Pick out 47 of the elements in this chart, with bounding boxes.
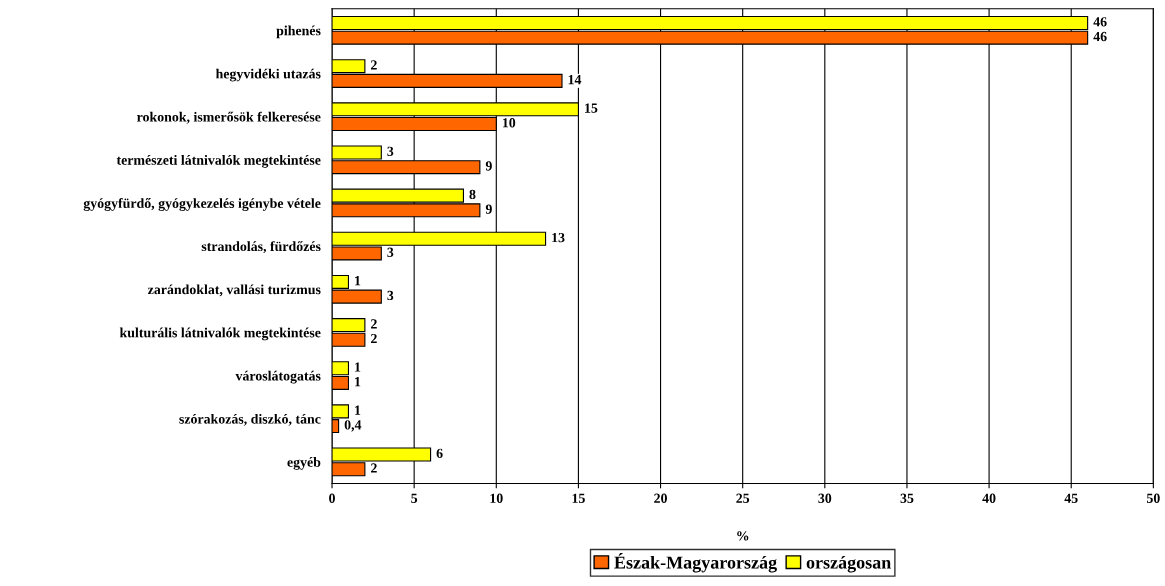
data-label: 1 [355,362,361,372]
y-tick-label: természeti látnivalók megtekintése [116,154,321,168]
x-tick-label: 45 [1064,493,1078,503]
data-label: 2 [371,463,377,473]
data-label: 0,4 [344,420,362,432]
data-label: 3 [387,146,394,156]
data-label: 1 [355,276,361,286]
x-tick-label: 0 [329,493,335,503]
x-tick-label: 20 [654,493,667,503]
data-label: 15 [585,103,598,113]
x-tick-label: 30 [818,493,832,503]
data-label: 2 [371,319,377,329]
data-label: 9 [485,161,492,171]
x-axis-title: % [737,531,749,541]
y-tick-label: egyéb [287,457,321,470]
x-tick-label: 25 [736,493,750,503]
data-label: 46 [1093,31,1107,42]
legend-label: országosan [806,555,891,573]
y-tick-label: városlátogatás [235,370,321,384]
y-tick-label: rokonok, ismerősök felkeresése [136,111,321,124]
y-tick-label: gyógyfürdő, gyógykezelés igénybe vétele [83,198,321,211]
y-tick-label: kulturális látnivalók megtekintése [119,327,321,341]
data-label: 3 [387,290,394,301]
x-tick-label: 15 [572,493,585,503]
data-label: 1 [355,405,361,415]
data-label: 13 [552,232,565,243]
y-tick-label: pihenés [276,25,321,39]
y-tick-label: zarándoklat, vallási turizmus [147,284,321,297]
data-label: 9 [485,204,492,214]
data-label: 6 [436,448,443,459]
data-label: 14 [568,75,582,85]
x-tick-label: 40 [982,493,996,503]
x-tick-label: 35 [900,493,914,503]
data-label: 2 [371,60,377,70]
data-label: 3 [387,247,394,257]
y-tick-label: szórakozás, diszkó, tánc [179,413,321,426]
data-label: 2 [371,333,377,344]
x-tick-label: 50 [1146,493,1160,503]
x-tick-label: 5 [411,493,418,503]
legend-label: Észak-Magyarország [614,553,777,573]
y-tick-label: strandolás, fürdőzés [201,241,321,254]
y-tick-label: hegyvidéki utazás [215,68,321,82]
data-label: 1 [355,377,361,387]
x-tick-label: 10 [490,493,503,503]
data-label: 46 [1093,17,1107,27]
data-label: 10 [502,118,516,128]
data-label: 8 [469,189,476,200]
